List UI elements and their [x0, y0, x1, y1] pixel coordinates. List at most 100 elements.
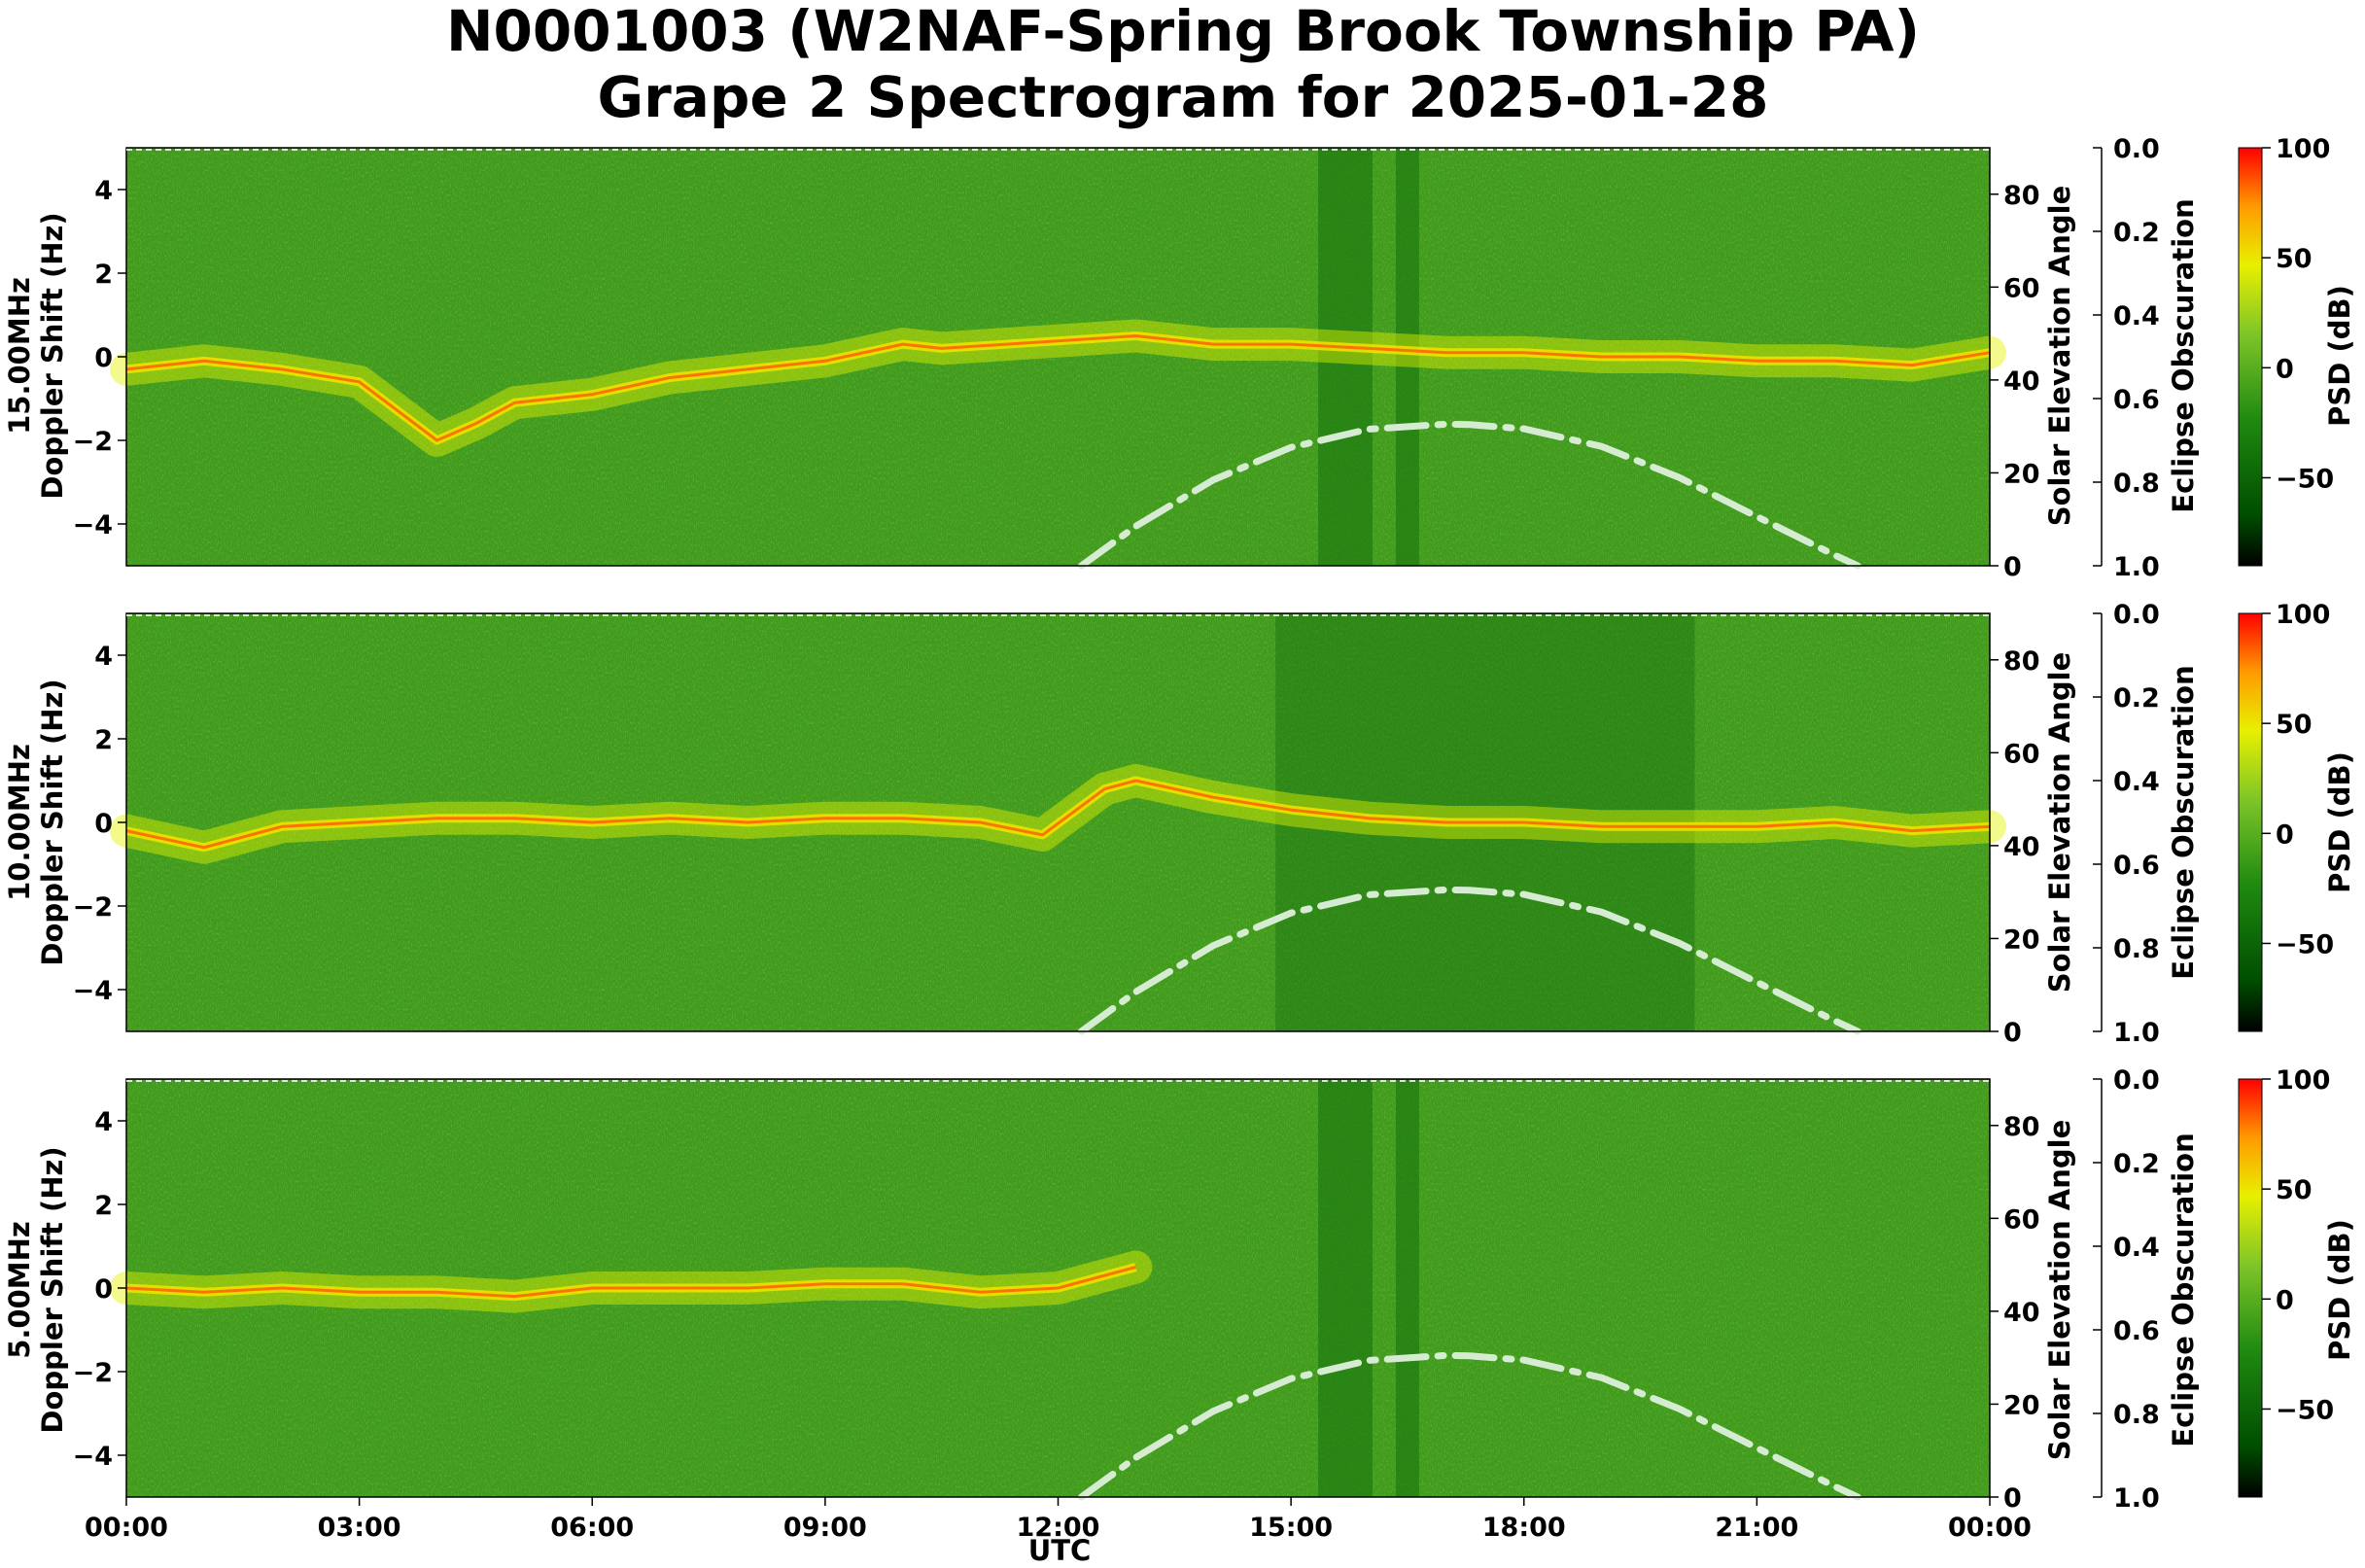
y-tick-label: 4 [94, 176, 113, 206]
colorbar-tick-label: 0 [2276, 819, 2294, 850]
y-tick-label: −2 [73, 427, 113, 457]
obscuration-tick-label: 0.6 [2113, 1316, 2160, 1346]
eclipse-obscuration-axis-label: Eclipse Obscuration [2167, 198, 2200, 512]
elevation-tick-label: 80 [2003, 646, 2040, 677]
elevation-tick-label: 0 [2003, 1483, 2022, 1514]
x-tick-label: 00:00 [85, 1513, 168, 1543]
panel-10mhz: 10.00MHz Doppler Shift (Hz) Solar Elevat… [3, 600, 2356, 1048]
colorbar [2238, 1078, 2263, 1498]
obscuration-tick-label: 0.0 [2113, 1065, 2160, 1096]
eclipse-obscuration-axis-label: Eclipse Obscuration [2167, 1132, 2200, 1446]
x-tick-label: 21:00 [1715, 1513, 1798, 1543]
colorbar-tick-label: 0 [2276, 1285, 2294, 1315]
dark-band [1395, 148, 1419, 566]
colorbar-tick-label: 100 [2276, 134, 2330, 164]
obscuration-tick-label: 0.6 [2113, 385, 2160, 415]
y-axis-label: Doppler Shift (Hz) [36, 679, 69, 965]
solar-elevation-axis-label: Solar Elevation Angle [2043, 186, 2076, 527]
obscuration-tick-label: 0.4 [2113, 301, 2160, 331]
x-tick-label: 00:00 [1948, 1513, 2032, 1543]
doppler-trace-core [125, 1266, 1136, 1299]
elevation-tick-label: 60 [2003, 739, 2040, 769]
y-tick-label: 2 [94, 260, 113, 290]
figure-title-line1: N0001003 (W2NAF-Spring Brook Township PA… [446, 0, 1920, 64]
panel-15mhz: 15.00MHz Doppler Shift (Hz) Solar Elevat… [3, 134, 2356, 582]
elevation-tick-label: 20 [2003, 459, 2040, 489]
x-tick-label: 15:00 [1249, 1513, 1333, 1543]
y-tick-label: 0 [94, 343, 113, 373]
elevation-tick-label: 20 [2003, 924, 2040, 955]
colorbar-label: PSD (dB) [2323, 1219, 2356, 1361]
x-tick-label: 18:00 [1482, 1513, 1566, 1543]
colorbar-tick-label: −50 [2276, 929, 2334, 959]
y-axis-label: Doppler Shift (Hz) [36, 1146, 69, 1433]
obscuration-tick-label: 0.8 [2113, 1400, 2160, 1430]
solar-elevation-curve [1078, 1351, 1861, 1501]
elevation-tick-label: 40 [2003, 832, 2040, 862]
x-tick-label: 12:00 [1017, 1513, 1100, 1543]
colorbar-tick-label: −50 [2276, 1395, 2334, 1425]
colorbar-tick-label: 50 [2276, 710, 2313, 740]
frequency-label: 15.00MHz [3, 277, 36, 435]
colorbar-label: PSD (dB) [2323, 751, 2356, 893]
elevation-tick-label: 40 [2003, 1298, 2040, 1328]
colorbar-tick-label: 100 [2276, 600, 2330, 630]
colorbar-label: PSD (dB) [2323, 285, 2356, 427]
y-tick-label: −4 [73, 510, 113, 540]
frequency-label: 5.00MHz [3, 1221, 36, 1359]
colorbar [2238, 147, 2263, 567]
x-tick-label: 06:00 [550, 1513, 634, 1543]
x-axis-title: UTC [1028, 1534, 1092, 1567]
solar-elevation-axis-label: Solar Elevation Angle [2043, 1120, 2076, 1461]
y-tick-label: 2 [94, 725, 113, 755]
doppler-trace-core [125, 334, 1991, 442]
y-tick-label: 4 [94, 642, 113, 672]
elevation-tick-label: 20 [2003, 1390, 2040, 1420]
obscuration-tick-label: 0.4 [2113, 1233, 2160, 1263]
colorbar-tick-label: 100 [2276, 1065, 2330, 1096]
elevation-tick-label: 80 [2003, 181, 2040, 211]
colorbar-tick-label: 50 [2276, 244, 2313, 274]
obscuration-tick-label: 0.0 [2113, 600, 2160, 630]
x-tick-label: 03:00 [318, 1513, 401, 1543]
solar-elevation-curve [1078, 420, 1861, 570]
elevation-tick-label: 80 [2003, 1112, 2040, 1142]
obscuration-tick-label: 0.2 [2113, 1149, 2160, 1179]
elevation-tick-label: 60 [2003, 1204, 2040, 1235]
y-tick-label: −2 [73, 1358, 113, 1388]
obscuration-tick-label: 0.0 [2113, 134, 2160, 164]
colorbar-tick-label: 50 [2276, 1175, 2313, 1205]
y-tick-label: 4 [94, 1107, 113, 1137]
elevation-tick-label: 60 [2003, 273, 2040, 303]
obscuration-tick-label: 0.8 [2113, 469, 2160, 499]
obscuration-tick-label: 1.0 [2113, 1018, 2160, 1048]
y-tick-label: 2 [94, 1191, 113, 1221]
obscuration-tick-label: 0.4 [2113, 767, 2160, 797]
obscuration-tick-label: 1.0 [2113, 552, 2160, 582]
obscuration-tick-label: 1.0 [2113, 1483, 2160, 1514]
obscuration-tick-label: 0.8 [2113, 934, 2160, 964]
panel-5mhz: 5.00MHz Doppler Shift (Hz) Solar Elevati… [3, 1065, 2356, 1514]
x-axis-ticks: 00:00 03:00 06:00 09:00 12:00 15:00 18:00 21:00… [85, 1497, 2032, 1543]
elevation-tick-label: 0 [2003, 1018, 2022, 1048]
y-tick-label: −2 [73, 892, 113, 923]
y-tick-label: 0 [94, 809, 113, 839]
y-axis-label: Doppler Shift (Hz) [36, 212, 69, 499]
doppler-trace-core [125, 779, 1991, 850]
obscuration-tick-label: 0.2 [2113, 218, 2160, 248]
dark-band [1318, 148, 1373, 566]
elevation-tick-label: 0 [2003, 552, 2022, 582]
figure-title-line2: Grape 2 Spectrogram for 2025-01-28 [598, 64, 1769, 130]
obscuration-tick-label: 0.6 [2113, 851, 2160, 881]
frequency-label: 10.00MHz [3, 744, 36, 901]
eclipse-obscuration-axis-label: Eclipse Obscuration [2167, 665, 2200, 979]
dark-band [1395, 1079, 1419, 1497]
dark-band [1318, 1079, 1373, 1497]
elevation-tick-label: 40 [2003, 366, 2040, 397]
colorbar-tick-label: −50 [2276, 464, 2334, 494]
colorbar [2238, 612, 2263, 1032]
y-tick-label: 0 [94, 1274, 113, 1305]
solar-elevation-axis-label: Solar Elevation Angle [2043, 652, 2076, 993]
colorbar-tick-label: 0 [2276, 354, 2294, 384]
